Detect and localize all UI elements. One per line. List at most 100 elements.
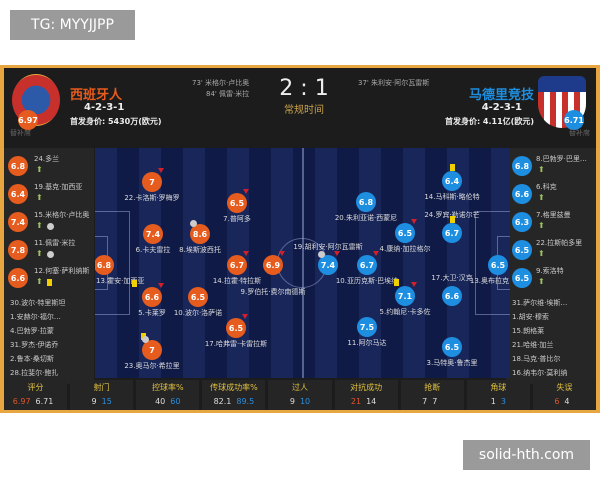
bench-player-name[interactable]: 31.罗杰·伊诺乔 — [10, 341, 59, 349]
sub-out-icon — [243, 251, 249, 256]
sub-out-icon — [158, 168, 164, 173]
player-name[interactable]: 5.卡莱罗 — [138, 309, 166, 317]
home-formation: 4-2-3-1 — [84, 102, 125, 113]
stat-label: 过人 — [291, 383, 308, 392]
stat-away-value: 60 — [170, 397, 181, 406]
stat-away-value: 15 — [101, 397, 112, 406]
player-name[interactable]: 17.哈弗雷·卡雷拉斯 — [204, 340, 268, 348]
player-name[interactable]: 13.奥布拉克 — [469, 277, 509, 285]
yellow-card-icon — [47, 279, 52, 286]
player-rating[interactable]: 6.6 — [142, 287, 162, 307]
player-name[interactable]: 10.亚历克斯·巴埃纳 — [335, 277, 399, 285]
bench-player-name[interactable]: 6.科克 — [536, 183, 557, 191]
bench-player-name[interactable]: 1.安赫尔·福尔… — [10, 313, 61, 321]
player-rating[interactable]: 6.7 — [227, 255, 247, 275]
player-rating[interactable]: 6.8 — [95, 255, 114, 275]
player-rating[interactable]: 6.7 — [442, 223, 462, 243]
player-rating[interactable]: 8.6 — [190, 224, 210, 244]
bench-player-name[interactable]: 11.佩雷·米拉 — [34, 239, 76, 247]
player-rating[interactable]: 6.5 — [227, 193, 247, 213]
stat-label: 对抗成功 — [350, 383, 383, 392]
sub-in-icon: ⬆ — [538, 165, 545, 174]
player-rating[interactable]: 7.5 — [357, 317, 377, 337]
right-penalty-box — [475, 211, 510, 315]
bench-player-name[interactable]: 15.米格尔·卢比奥 — [34, 211, 90, 219]
stat-away-value: 89.5 — [236, 397, 255, 406]
player-rating[interactable]: 6.7 — [357, 255, 377, 275]
stat-home-value: 9 — [91, 397, 97, 406]
ball-icon — [47, 223, 54, 230]
player-name[interactable]: 14.拉霍·特拉斯 — [212, 277, 262, 285]
bench-player-rating: 6.5 — [512, 240, 532, 260]
player-rating[interactable]: 7 — [142, 172, 162, 192]
player-rating[interactable]: 7.4 — [318, 255, 338, 275]
player-rating[interactable]: 6.4 — [442, 171, 462, 191]
player-rating[interactable]: 6.5 — [488, 255, 508, 275]
bench-player-name[interactable]: 7.格里兹曼 — [536, 211, 571, 219]
sub-out-icon — [243, 189, 249, 194]
bench-player-name[interactable]: 30.波尔·特里斯坦 — [10, 299, 66, 307]
bench-player-rating: 6.6 — [8, 268, 28, 288]
home-team-name: 西班牙人 — [70, 88, 123, 103]
player-rating[interactable]: 6.5 — [226, 318, 246, 338]
player-rating[interactable]: 6.5 — [442, 337, 462, 357]
bench-player-name[interactable]: 24.多兰 — [34, 155, 60, 163]
player-name[interactable]: 4.康纳·加拉格尔 — [379, 245, 431, 253]
player-name[interactable]: 23.奥马尔·希拉里 — [124, 362, 180, 370]
bench-player-name[interactable]: 28.拉斐尔·鲍扎 — [10, 369, 59, 377]
sub-in-icon: ⬆ — [36, 165, 43, 174]
player-name[interactable]: 5.约翰尼·卡多佐 — [379, 308, 431, 316]
bench-player-name[interactable]: 22.拉斯帕多里 — [536, 239, 583, 247]
player-rating[interactable]: 6.6 — [442, 286, 462, 306]
player-rating[interactable]: 7.4 — [143, 224, 163, 244]
player-name[interactable]: 9.罗伯托·费尔南德斯 — [240, 288, 306, 296]
yellow-card-icon — [132, 280, 137, 287]
player-name[interactable]: 17.大卫·汉克 — [431, 274, 473, 282]
stat-values: 9 10 — [268, 397, 331, 406]
sub-out-icon — [334, 251, 340, 256]
player-name[interactable]: 11.阿尔马达 — [347, 339, 387, 347]
away-formation: 4-2-3-1 — [481, 102, 522, 113]
bench-player-name[interactable]: 1.胡安·穆索 — [512, 313, 549, 321]
player-name[interactable]: 24.罗宾·勒诺尔芒 — [424, 211, 480, 219]
player-name[interactable]: 22.卡洛斯·罗梅罗 — [124, 194, 180, 202]
player-name[interactable]: 6.卡夫雷拉 — [135, 246, 171, 254]
stat-home-value: 40 — [155, 397, 166, 406]
stat-1: 射门 9 15 — [70, 380, 134, 410]
player-rating[interactable]: 7 — [142, 340, 162, 360]
bench-player-name[interactable]: 15.朗格莱 — [512, 327, 545, 335]
sub-in-icon: ⬆ — [36, 193, 43, 202]
bench-player-name[interactable]: 18.马克·普比尔 — [512, 355, 561, 363]
bench-player-name[interactable]: 2.鲁本·桑切斯 — [10, 355, 54, 363]
stat-label: 失误 — [556, 383, 573, 392]
player-rating[interactable]: 6.5 — [188, 287, 208, 307]
bench-player-name[interactable]: 9.索洛特 — [536, 267, 564, 275]
player-rating[interactable]: 6.5 — [395, 223, 415, 243]
player-name[interactable]: 14.马科斯·略伦特 — [424, 193, 480, 201]
bench-player-name[interactable]: 21.哈维·加兰 — [512, 341, 554, 349]
bench-player-name[interactable]: 19.基克·加西亚 — [34, 183, 83, 191]
bench-player-name[interactable]: 31.萨尔维·埃斯… — [512, 299, 568, 307]
player-rating[interactable]: 6.9 — [263, 255, 283, 275]
player-name[interactable]: 20.朱利亚诺·西蒙尼 — [334, 214, 398, 222]
player-name[interactable]: 8.埃斯波西托 — [179, 246, 221, 254]
bench-player-rating: 6.3 — [512, 212, 532, 232]
bench-player-rating: 7.8 — [8, 240, 28, 260]
sub-in-icon: ⬆ — [538, 193, 545, 202]
player-name[interactable]: 7.普阿多 — [223, 215, 251, 223]
player-rating[interactable]: 7.1 — [395, 286, 415, 306]
player-name[interactable]: 3.马特奥·鲁杰里 — [426, 359, 478, 367]
bench-player-name[interactable]: 4.巴勃罗·拉蒙 — [10, 327, 54, 335]
stat-values: 9 15 — [70, 397, 133, 406]
bench-player-name[interactable]: 16.纳韦尔·莫利纳 — [512, 369, 568, 377]
player-rating[interactable]: 6.8 — [356, 192, 376, 212]
player-name[interactable]: 10.波尔·洛萨诺 — [173, 309, 223, 317]
stat-away-value: 14 — [366, 397, 377, 406]
player-name[interactable]: 19.胡利安·阿尔瓦雷斯 — [293, 243, 363, 251]
player-name[interactable]: 13.霍安·加西亚 — [96, 277, 145, 285]
bench-player-name[interactable]: 8.巴勃罗·巴里… — [536, 155, 587, 163]
ball-icon — [47, 251, 54, 258]
bench-player-name[interactable]: 12.何塞·萨利纳斯 — [34, 267, 90, 275]
sub-out-icon — [411, 219, 417, 224]
sub-out-icon — [279, 251, 285, 256]
